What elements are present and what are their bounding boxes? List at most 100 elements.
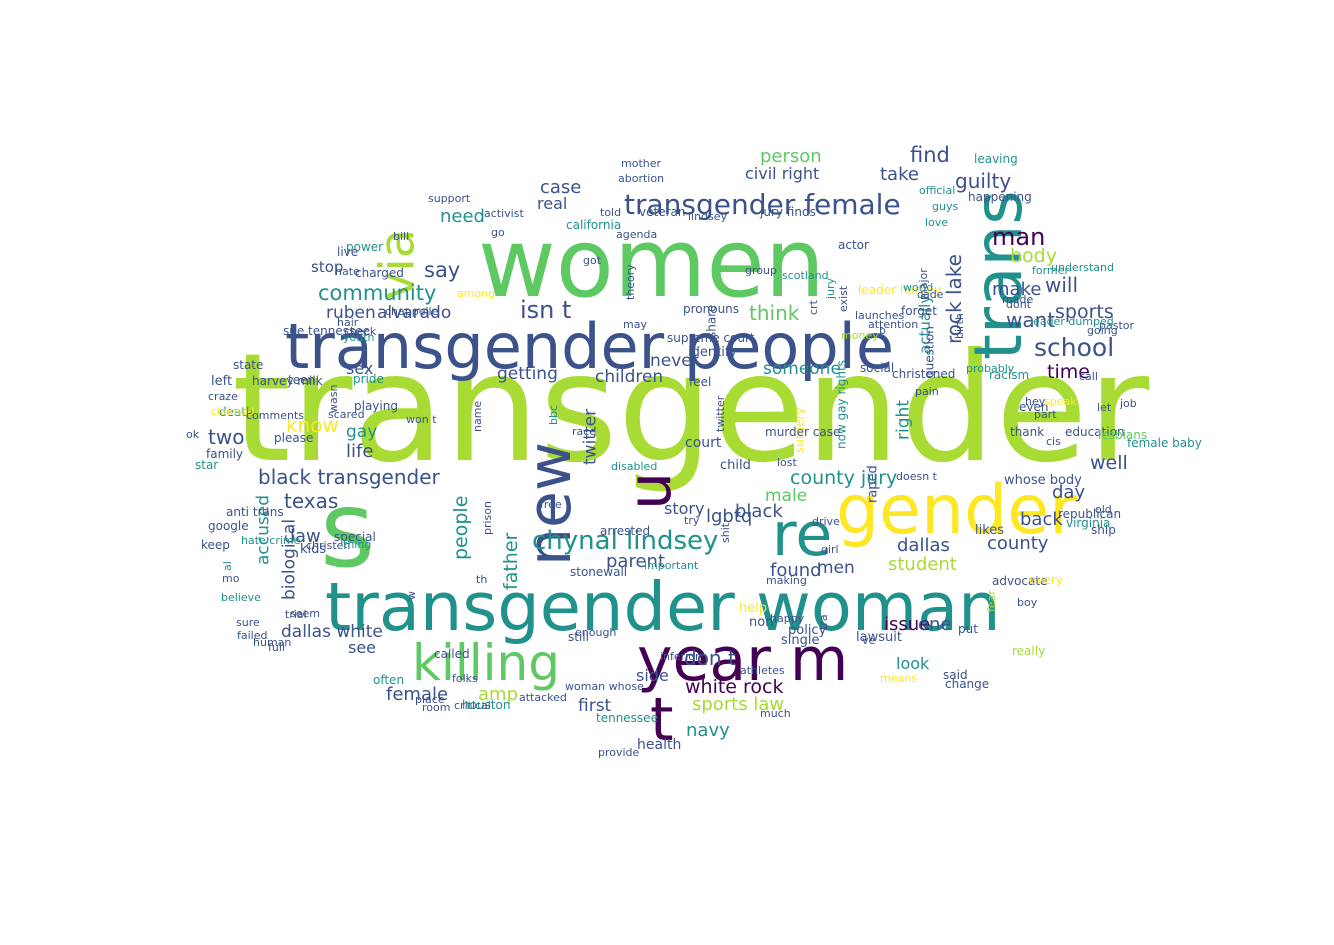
word-lgbtq: lgbtq bbox=[706, 506, 752, 527]
word-even: even bbox=[1019, 400, 1048, 414]
word-kids: kids bbox=[300, 542, 326, 557]
word-call: call bbox=[1079, 370, 1098, 383]
word-don-t: don t bbox=[684, 646, 736, 670]
word-charged: charged bbox=[355, 266, 404, 280]
word-raped: raped bbox=[865, 465, 880, 503]
word-birth: birth bbox=[953, 313, 966, 339]
word-transgender-female: transgender female bbox=[624, 188, 901, 221]
word-try: try bbox=[684, 514, 700, 527]
word-folks: folks bbox=[452, 672, 478, 685]
word-female: female bbox=[386, 684, 448, 705]
word-getting: getting bbox=[497, 364, 558, 384]
word-got: got bbox=[583, 254, 602, 267]
word-agenda: agenda bbox=[616, 228, 657, 241]
word-well: well bbox=[1090, 452, 1128, 474]
word-murder-case: murder case bbox=[765, 425, 840, 439]
word-called: called bbox=[434, 647, 470, 661]
word-happening: happening bbox=[968, 190, 1032, 204]
word-room: room bbox=[422, 701, 450, 714]
word-black-transgender: black transgender bbox=[258, 465, 441, 489]
word-athletes: athletes bbox=[740, 664, 785, 677]
word-mo: mo bbox=[222, 572, 240, 585]
word-shit: shit bbox=[719, 522, 732, 543]
word-school: school bbox=[1034, 333, 1114, 362]
word-education: education bbox=[1065, 425, 1125, 439]
word-accused: accused bbox=[254, 495, 274, 565]
word-new: new bbox=[515, 442, 585, 566]
word-someone: someone bbox=[763, 359, 841, 379]
word-policy: policy bbox=[788, 623, 827, 638]
word-sue-tennessee: sue tennessee bbox=[283, 324, 370, 338]
word-power: power bbox=[346, 240, 383, 254]
word-th: th bbox=[476, 573, 487, 586]
word-told: told bbox=[600, 206, 621, 219]
word-made: made bbox=[1002, 293, 1033, 306]
word-speak: speak bbox=[1044, 395, 1077, 408]
word-prison: prison bbox=[481, 501, 494, 535]
word-whose-body: whose body bbox=[1004, 473, 1082, 488]
word-inferior: inferior bbox=[660, 650, 700, 663]
word-keep: keep bbox=[201, 538, 230, 552]
word-mother: mother bbox=[621, 157, 661, 170]
word-gay: gay bbox=[346, 422, 377, 442]
word-failed: failed bbox=[237, 629, 267, 642]
word-leader-harvey: leader harvey bbox=[858, 283, 941, 297]
word-transgender-people: transgender people bbox=[285, 310, 894, 383]
word-think: think bbox=[749, 301, 800, 325]
word-trans: trans bbox=[960, 190, 1037, 360]
word-cis: cis bbox=[1046, 435, 1061, 448]
word-time: time bbox=[1047, 361, 1090, 383]
word-going: going bbox=[1087, 324, 1118, 337]
word-find: find bbox=[910, 143, 950, 167]
word-official: official bbox=[919, 184, 955, 197]
word-go: go bbox=[491, 226, 505, 239]
word-law: law bbox=[290, 526, 321, 547]
word-claimed: claimed bbox=[211, 405, 254, 418]
word-black: black bbox=[735, 501, 783, 522]
word-playing: playing bbox=[354, 399, 398, 413]
word-pronouns: pronouns bbox=[683, 302, 739, 316]
word-men: men bbox=[817, 558, 855, 578]
word-civil-right: civil right bbox=[745, 164, 819, 183]
word-ok: ok bbox=[186, 428, 200, 441]
word-important: important bbox=[644, 559, 699, 572]
word-check: check bbox=[344, 325, 377, 338]
word-put: put bbox=[958, 622, 978, 636]
word-google: google bbox=[208, 519, 249, 533]
word-killing: killing bbox=[412, 634, 560, 692]
word-state: state bbox=[233, 358, 263, 372]
word-attention: attention bbox=[868, 318, 918, 331]
word-chappelle: chappelle bbox=[385, 305, 439, 318]
word-world: world bbox=[903, 281, 933, 294]
word-first: first bbox=[578, 696, 612, 716]
word-body: body bbox=[1010, 245, 1057, 267]
word-critical: critical bbox=[454, 699, 491, 712]
word-bill: bill bbox=[393, 230, 409, 243]
word-person: person bbox=[760, 146, 822, 167]
word-stop: stop bbox=[311, 258, 343, 276]
word-family: family bbox=[206, 447, 243, 461]
word-scotland: scotland bbox=[782, 269, 829, 282]
word-ship: ship bbox=[1091, 523, 1116, 537]
word-tennessee: tennessee bbox=[596, 711, 658, 725]
word-every: every bbox=[1029, 573, 1063, 587]
word-dallas-white: dallas white bbox=[281, 622, 383, 642]
word-let: let bbox=[1097, 401, 1112, 414]
word-need: need bbox=[440, 206, 485, 227]
word-identify: identify bbox=[688, 345, 737, 360]
word-launches: launches bbox=[855, 309, 905, 322]
word-provide: provide bbox=[598, 746, 640, 759]
word-community: community bbox=[318, 281, 436, 305]
word-support: support bbox=[428, 192, 471, 205]
word-lost: lost bbox=[777, 456, 798, 469]
word-jury-finds: jury finds bbox=[759, 205, 816, 219]
word-women: women bbox=[478, 209, 825, 319]
word-pain: pain bbox=[915, 385, 939, 398]
word-ve: ve bbox=[862, 634, 876, 647]
word-sex: sex bbox=[346, 359, 373, 378]
word-lawsuit: lawsuit bbox=[856, 630, 902, 645]
word-happy: happy bbox=[770, 612, 805, 625]
word-really: really bbox=[1012, 644, 1045, 658]
word-year-m: year m bbox=[637, 625, 848, 695]
